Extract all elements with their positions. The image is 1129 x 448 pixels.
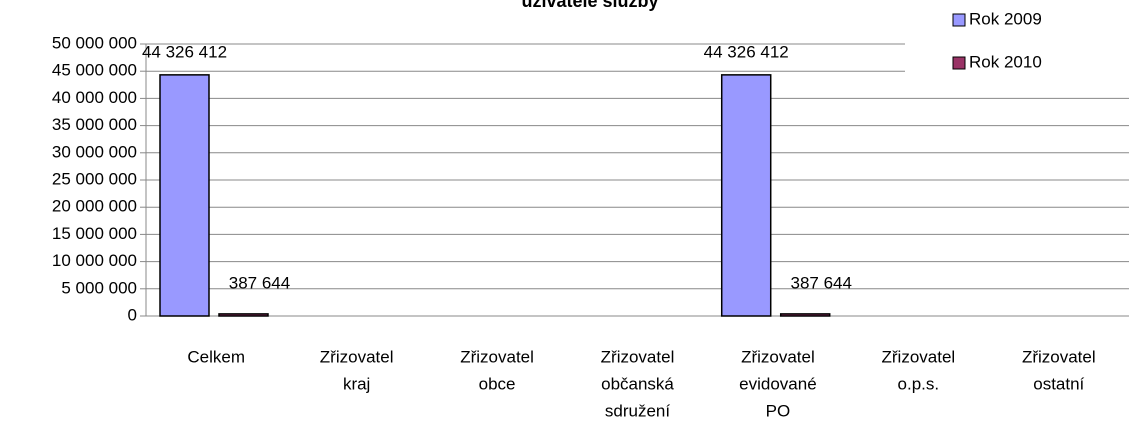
legend-swatch bbox=[952, 13, 966, 27]
y-tick-label: 40 000 000 bbox=[52, 88, 137, 107]
x-tick-label: Zřizovatel bbox=[320, 347, 394, 366]
y-tick-label: 10 000 000 bbox=[52, 251, 137, 270]
data-label: 387 644 bbox=[790, 273, 851, 292]
y-tick-label: 45 000 000 bbox=[52, 61, 137, 80]
x-tick-label: Zřizovatel bbox=[741, 347, 815, 366]
y-tick-label: 50 000 000 bbox=[52, 33, 137, 52]
y-tick-label: 20 000 000 bbox=[52, 197, 137, 216]
x-tick-label: Zřizovatel bbox=[882, 347, 956, 366]
y-tick-label: 0 bbox=[128, 305, 137, 324]
x-tick-label: Zřizovatel bbox=[601, 347, 675, 366]
y-tick-label: 30 000 000 bbox=[52, 142, 137, 161]
x-tick-label: Celkem bbox=[187, 347, 245, 366]
legend-swatch bbox=[952, 56, 966, 70]
y-tick-label: 5 000 000 bbox=[61, 278, 137, 297]
data-label: 44 326 412 bbox=[142, 42, 227, 61]
x-tick-label: obce bbox=[479, 374, 516, 393]
bar bbox=[218, 313, 269, 317]
data-label: 44 326 412 bbox=[704, 42, 789, 61]
chart-title: uživatele služby bbox=[521, 0, 658, 11]
x-tick-label: sdružení bbox=[605, 401, 670, 420]
x-tick-label: evidované bbox=[739, 374, 817, 393]
data-label: 387 644 bbox=[229, 273, 290, 292]
x-tick-label: občanská bbox=[601, 374, 674, 393]
y-tick-label: 35 000 000 bbox=[52, 115, 137, 134]
legend-bg bbox=[905, 0, 1129, 90]
x-tick-label: kraj bbox=[343, 374, 370, 393]
bar bbox=[779, 313, 831, 317]
y-tick-label: 25 000 000 bbox=[52, 169, 137, 188]
x-tick-label: ostatní bbox=[1033, 374, 1084, 393]
x-tick-label: Zřizovatel bbox=[1022, 347, 1096, 366]
legend-label: Rok 2009 bbox=[969, 9, 1042, 28]
legend-label: Rok 2010 bbox=[969, 52, 1042, 71]
x-tick-label: Zřizovatel bbox=[460, 347, 534, 366]
legend: Rok 2009 Rok 2010 bbox=[905, 0, 1129, 90]
bar bbox=[159, 74, 210, 317]
y-tick-label: 15 000 000 bbox=[52, 224, 137, 243]
x-tick-label: PO bbox=[766, 401, 791, 420]
bar bbox=[720, 74, 772, 317]
x-tick-label: o.p.s. bbox=[898, 374, 940, 393]
